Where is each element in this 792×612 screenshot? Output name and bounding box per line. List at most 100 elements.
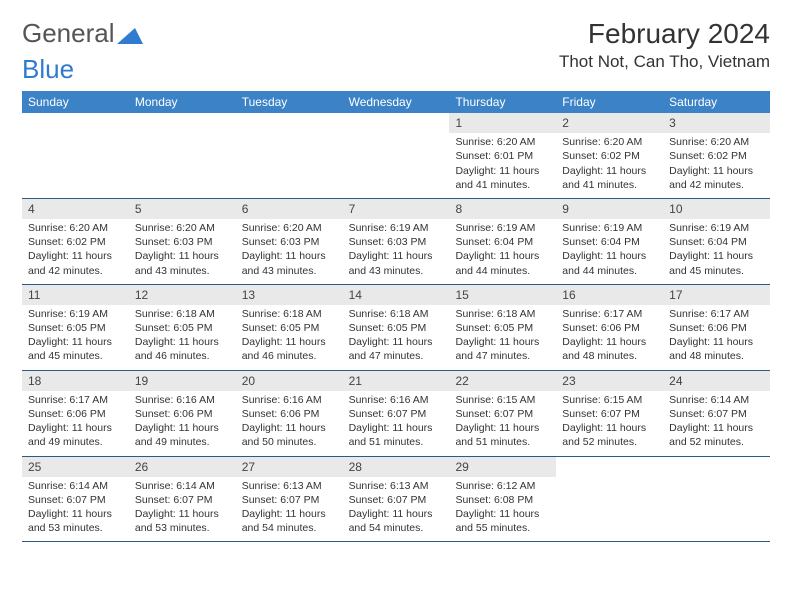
sunset-text: Sunset: 6:04 PM (669, 235, 764, 249)
sunrise-text: Sunrise: 6:19 AM (562, 221, 657, 235)
day-body: Sunrise: 6:15 AMSunset: 6:07 PMDaylight:… (556, 391, 663, 456)
day-number: 2 (556, 113, 663, 133)
sunrise-text: Sunrise: 6:19 AM (669, 221, 764, 235)
day-cell: 27Sunrise: 6:13 AMSunset: 6:07 PMDayligh… (236, 457, 343, 542)
daylight-text: Daylight: 11 hours and 51 minutes. (455, 421, 550, 449)
sunrise-text: Sunrise: 6:14 AM (135, 479, 230, 493)
day-number (343, 113, 450, 133)
sunset-text: Sunset: 6:06 PM (28, 407, 123, 421)
sunset-text: Sunset: 6:07 PM (349, 493, 444, 507)
day-number: 4 (22, 199, 129, 219)
day-body: Sunrise: 6:19 AMSunset: 6:05 PMDaylight:… (22, 305, 129, 370)
day-cell: 3 Sunrise: 6:20 AMSunset: 6:02 PMDaylight… (663, 113, 770, 198)
day-number: 22 (449, 371, 556, 391)
day-cell: 14Sunrise: 6:18 AMSunset: 6:05 PMDayligh… (343, 285, 450, 370)
day-cell: 15Sunrise: 6:18 AMSunset: 6:05 PMDayligh… (449, 285, 556, 370)
day-cell: 2 Sunrise: 6:20 AMSunset: 6:02 PMDaylight… (556, 113, 663, 198)
weekday-header: Sunday (22, 91, 129, 113)
day-number (129, 113, 236, 133)
sunrise-text: Sunrise: 6:19 AM (455, 221, 550, 235)
sunset-text: Sunset: 6:02 PM (669, 149, 764, 163)
sunset-text: Sunset: 6:06 PM (562, 321, 657, 335)
day-cell: 22Sunrise: 6:15 AMSunset: 6:07 PMDayligh… (449, 371, 556, 456)
sunrise-text: Sunrise: 6:19 AM (349, 221, 444, 235)
sunset-text: Sunset: 6:03 PM (349, 235, 444, 249)
day-body: Sunrise: 6:18 AMSunset: 6:05 PMDaylight:… (236, 305, 343, 370)
daylight-text: Daylight: 11 hours and 42 minutes. (669, 164, 764, 192)
day-body: Sunrise: 6:19 AMSunset: 6:04 PMDaylight:… (449, 219, 556, 284)
day-body: Sunrise: 6:13 AMSunset: 6:07 PMDaylight:… (343, 477, 450, 542)
daylight-text: Daylight: 11 hours and 41 minutes. (562, 164, 657, 192)
daylight-text: Daylight: 11 hours and 41 minutes. (455, 164, 550, 192)
day-cell: 19Sunrise: 6:16 AMSunset: 6:06 PMDayligh… (129, 371, 236, 456)
day-cell: 8Sunrise: 6:19 AMSunset: 6:04 PMDaylight… (449, 199, 556, 284)
daylight-text: Daylight: 11 hours and 54 minutes. (349, 507, 444, 535)
sunset-text: Sunset: 6:08 PM (455, 493, 550, 507)
day-body: Sunrise: 6:17 AMSunset: 6:06 PMDaylight:… (22, 391, 129, 456)
sunrise-text: Sunrise: 6:16 AM (135, 393, 230, 407)
weekday-header: Tuesday (236, 91, 343, 113)
daylight-text: Daylight: 11 hours and 53 minutes. (28, 507, 123, 535)
daylight-text: Daylight: 11 hours and 42 minutes. (28, 249, 123, 277)
sunrise-text: Sunrise: 6:17 AM (28, 393, 123, 407)
day-body: Sunrise: 6:15 AMSunset: 6:07 PMDaylight:… (449, 391, 556, 456)
sunset-text: Sunset: 6:04 PM (562, 235, 657, 249)
day-number: 14 (343, 285, 450, 305)
sunrise-text: Sunrise: 6:20 AM (455, 135, 550, 149)
sunrise-text: Sunrise: 6:20 AM (562, 135, 657, 149)
day-body: Sunrise: 6:18 AMSunset: 6:05 PMDaylight:… (449, 305, 556, 370)
daylight-text: Daylight: 11 hours and 48 minutes. (669, 335, 764, 363)
day-cell (663, 457, 770, 542)
sunrise-text: Sunrise: 6:15 AM (562, 393, 657, 407)
weekday-header: Monday (129, 91, 236, 113)
day-cell: 1Sunrise: 6:20 AMSunset: 6:01 PMDaylight… (449, 113, 556, 198)
sunrise-text: Sunrise: 6:20 AM (669, 135, 764, 149)
day-cell: 21Sunrise: 6:16 AMSunset: 6:07 PMDayligh… (343, 371, 450, 456)
day-cell: 9Sunrise: 6:19 AMSunset: 6:04 PMDaylight… (556, 199, 663, 284)
day-body: Sunrise: 6:17 AMSunset: 6:06 PMDaylight:… (556, 305, 663, 370)
logo: General (22, 18, 143, 49)
daylight-text: Daylight: 11 hours and 48 minutes. (562, 335, 657, 363)
daylight-text: Daylight: 11 hours and 46 minutes. (242, 335, 337, 363)
day-cell (129, 113, 236, 198)
sunset-text: Sunset: 6:07 PM (562, 407, 657, 421)
day-number: 12 (129, 285, 236, 305)
daylight-text: Daylight: 11 hours and 52 minutes. (669, 421, 764, 449)
day-number: 17 (663, 285, 770, 305)
sunset-text: Sunset: 6:07 PM (135, 493, 230, 507)
day-number (22, 113, 129, 133)
daylight-text: Daylight: 11 hours and 50 minutes. (242, 421, 337, 449)
day-cell (556, 457, 663, 542)
sunrise-text: Sunrise: 6:20 AM (28, 221, 123, 235)
day-number: 7 (343, 199, 450, 219)
day-body: Sunrise: 6:14 AMSunset: 6:07 PMDaylight:… (22, 477, 129, 542)
sunrise-text: Sunrise: 6:20 AM (135, 221, 230, 235)
sunrise-text: Sunrise: 6:20 AM (242, 221, 337, 235)
day-number: 23 (556, 371, 663, 391)
sunset-text: Sunset: 6:05 PM (28, 321, 123, 335)
day-body: Sunrise: 6:18 AMSunset: 6:05 PMDaylight:… (343, 305, 450, 370)
day-number: 3 (663, 113, 770, 133)
daylight-text: Daylight: 11 hours and 44 minutes. (455, 249, 550, 277)
day-number: 16 (556, 285, 663, 305)
day-number: 24 (663, 371, 770, 391)
sunrise-text: Sunrise: 6:19 AM (28, 307, 123, 321)
day-body: Sunrise: 6:16 AMSunset: 6:07 PMDaylight:… (343, 391, 450, 456)
sunrise-text: Sunrise: 6:17 AM (562, 307, 657, 321)
weekday-header: Friday (556, 91, 663, 113)
day-cell: 18Sunrise: 6:17 AMSunset: 6:06 PMDayligh… (22, 371, 129, 456)
sunset-text: Sunset: 6:05 PM (349, 321, 444, 335)
sunset-text: Sunset: 6:02 PM (562, 149, 657, 163)
daylight-text: Daylight: 11 hours and 43 minutes. (349, 249, 444, 277)
day-number: 13 (236, 285, 343, 305)
day-body: Sunrise: 6:16 AMSunset: 6:06 PMDaylight:… (236, 391, 343, 456)
day-body: Sunrise: 6:20 AMSunset: 6:02 PMDaylight:… (22, 219, 129, 284)
day-cell: 11Sunrise: 6:19 AMSunset: 6:05 PMDayligh… (22, 285, 129, 370)
day-body: Sunrise: 6:20 AMSunset: 6:03 PMDaylight:… (129, 219, 236, 284)
sunset-text: Sunset: 6:06 PM (242, 407, 337, 421)
sunset-text: Sunset: 6:07 PM (455, 407, 550, 421)
sunset-text: Sunset: 6:06 PM (135, 407, 230, 421)
daylight-text: Daylight: 11 hours and 51 minutes. (349, 421, 444, 449)
day-number (556, 457, 663, 477)
day-number: 25 (22, 457, 129, 477)
